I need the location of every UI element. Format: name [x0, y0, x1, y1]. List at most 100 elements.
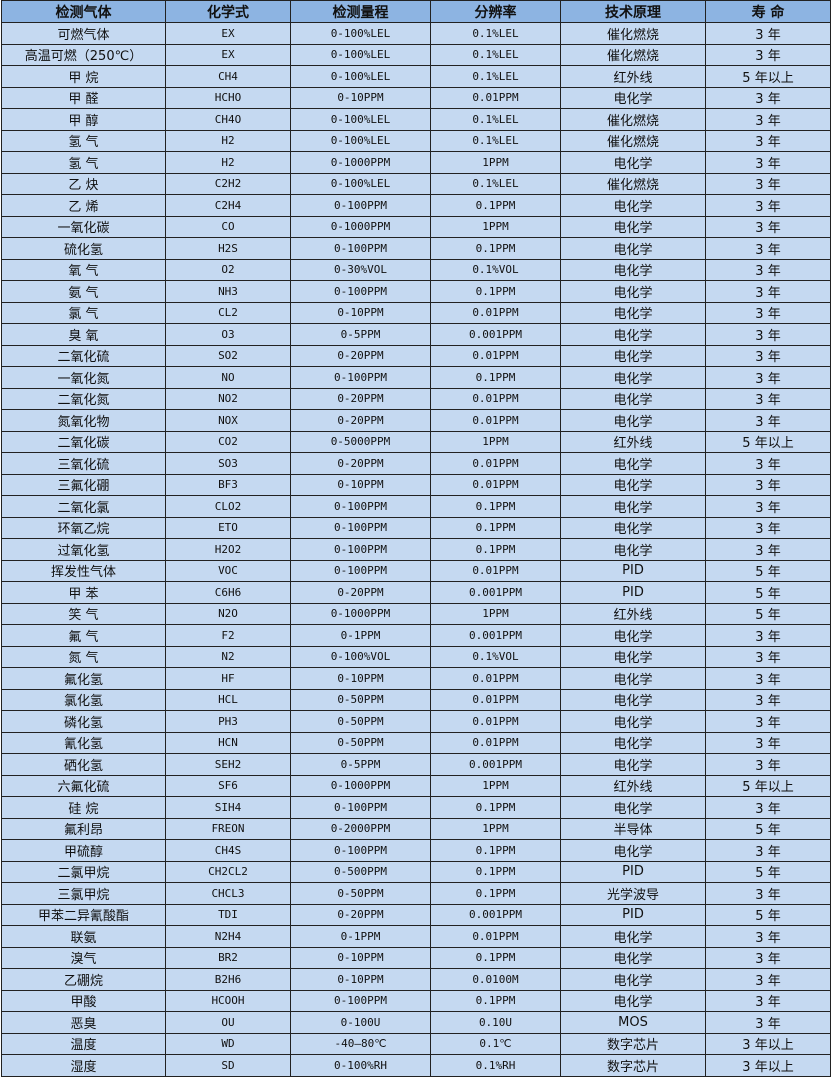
cell-gas: 臭 氧	[1, 323, 166, 346]
cell-formula: NO	[165, 366, 291, 389]
cell-principle: 电化学	[560, 667, 706, 690]
cell-resolution: 0.1%LEL	[430, 108, 561, 131]
table-row: 氰化氢 HCN 0-50PPM 0.01PPM 电化学 3 年	[1, 731, 831, 754]
cell-lifespan: 5 年	[705, 581, 831, 604]
cell-resolution: 0.1PPM	[430, 882, 561, 905]
cell-gas: 甲 苯	[1, 581, 166, 604]
cell-resolution: 0.01PPM	[430, 452, 561, 475]
table-row: 甲苯二异氰酸酯 TDI 0-20PPM 0.001PPM PID 5 年	[1, 903, 831, 926]
cell-lifespan: 3 年以上	[705, 1032, 831, 1055]
cell-gas: 氮 气	[1, 645, 166, 668]
cell-lifespan: 3 年	[705, 344, 831, 367]
cell-range: 0-100%VOL	[290, 645, 431, 668]
cell-principle: 电化学	[560, 753, 706, 776]
cell-range: 0-100%LEL	[290, 22, 431, 45]
cell-range: 0-20PPM	[290, 344, 431, 367]
table-row: 高温可燃（250℃） EX 0-100%LEL 0.1%LEL 催化燃烧 3 年	[1, 43, 831, 66]
cell-formula: BR2	[165, 946, 291, 969]
cell-range: 0-100%LEL	[290, 108, 431, 131]
cell-lifespan: 3 年	[705, 86, 831, 109]
cell-resolution: 0.1%LEL	[430, 65, 561, 88]
cell-principle: 数字芯片	[560, 1054, 706, 1077]
header-range: 检测量程	[290, 0, 431, 23]
cell-resolution: 0.01PPM	[430, 731, 561, 754]
cell-formula: BF3	[165, 473, 291, 496]
cell-gas: 二氯甲烷	[1, 860, 166, 883]
cell-formula: HCHO	[165, 86, 291, 109]
cell-resolution: 0.1℃	[430, 1032, 561, 1055]
cell-formula: C6H6	[165, 581, 291, 604]
cell-lifespan: 3 年	[705, 301, 831, 324]
cell-resolution: 0.1%LEL	[430, 22, 561, 45]
cell-principle: 催化燃烧	[560, 172, 706, 195]
cell-resolution: 0.1%LEL	[430, 172, 561, 195]
cell-range: 0-1000PPM	[290, 215, 431, 238]
cell-formula: OU	[165, 1011, 291, 1034]
cell-gas: 二氧化氯	[1, 495, 166, 518]
table-row: 氧 气 O2 0-30%VOL 0.1%VOL 电化学 3 年	[1, 258, 831, 281]
cell-formula: HCOOH	[165, 989, 291, 1012]
cell-lifespan: 3 年	[705, 280, 831, 303]
cell-range: 0-100PPM	[290, 237, 431, 260]
cell-gas: 笑 气	[1, 602, 166, 625]
cell-gas: 甲酸	[1, 989, 166, 1012]
table-row: 氟 气 F2 0-1PPM 0.001PPM 电化学 3 年	[1, 624, 831, 647]
cell-lifespan: 3 年	[705, 452, 831, 475]
cell-gas: 乙 烯	[1, 194, 166, 217]
table-row: 氮氧化物 NOX 0-20PPM 0.01PPM 电化学 3 年	[1, 409, 831, 432]
cell-formula: SIH4	[165, 796, 291, 819]
cell-gas: 氟利昂	[1, 817, 166, 840]
cell-lifespan: 3 年	[705, 194, 831, 217]
header-resolution: 分辨率	[430, 0, 561, 23]
cell-lifespan: 3 年	[705, 946, 831, 969]
cell-principle: 电化学	[560, 946, 706, 969]
cell-range: 0-100PPM	[290, 559, 431, 582]
table-row: 环氧乙烷 ETO 0-100PPM 0.1PPM 电化学 3 年	[1, 516, 831, 539]
cell-formula: ETO	[165, 516, 291, 539]
cell-range: 0-100%RH	[290, 1054, 431, 1077]
cell-resolution: 1PPM	[430, 215, 561, 238]
cell-lifespan: 3 年	[705, 495, 831, 518]
cell-gas: 挥发性气体	[1, 559, 166, 582]
cell-range: 0-100U	[290, 1011, 431, 1034]
cell-range: 0-2000PPM	[290, 817, 431, 840]
cell-principle: 电化学	[560, 968, 706, 991]
cell-lifespan: 3 年	[705, 366, 831, 389]
table-row: 硒化氢 SEH2 0-5PPM 0.001PPM 电化学 3 年	[1, 753, 831, 776]
table-row: 二氧化氮 NO2 0-20PPM 0.01PPM 电化学 3 年	[1, 387, 831, 410]
cell-formula: C2H2	[165, 172, 291, 195]
cell-range: 0-100PPM	[290, 538, 431, 561]
cell-principle: 电化学	[560, 280, 706, 303]
cell-principle: 催化燃烧	[560, 43, 706, 66]
table-row: 甲 醇 CH4O 0-100%LEL 0.1%LEL 催化燃烧 3 年	[1, 108, 831, 131]
table-row: 氟化氢 HF 0-10PPM 0.01PPM 电化学 3 年	[1, 667, 831, 690]
cell-principle: 电化学	[560, 495, 706, 518]
cell-principle: 电化学	[560, 86, 706, 109]
cell-resolution: 0.1PPM	[430, 495, 561, 518]
cell-range: 0-100PPM	[290, 495, 431, 518]
table-row: 联氨 N2H4 0-1PPM 0.01PPM 电化学 3 年	[1, 925, 831, 948]
table-row: 臭 氧 O3 0-5PPM 0.001PPM 电化学 3 年	[1, 323, 831, 346]
cell-range: 0-100%LEL	[290, 43, 431, 66]
header-row: 检测气体 化学式 检测量程 分辨率 技术原理 寿 命	[1, 0, 831, 23]
cell-gas: 过氧化氢	[1, 538, 166, 561]
cell-principle: 电化学	[560, 925, 706, 948]
cell-resolution: 0.001PPM	[430, 323, 561, 346]
cell-lifespan: 3 年	[705, 237, 831, 260]
cell-gas: 磷化氢	[1, 710, 166, 733]
cell-gas: 三氟化硼	[1, 473, 166, 496]
cell-range: 0-100PPM	[290, 366, 431, 389]
cell-gas: 联氨	[1, 925, 166, 948]
cell-formula: HCN	[165, 731, 291, 754]
cell-principle: 电化学	[560, 710, 706, 733]
cell-resolution: 0.1PPM	[430, 946, 561, 969]
cell-principle: 电化学	[560, 796, 706, 819]
cell-formula: CH2CL2	[165, 860, 291, 883]
cell-lifespan: 3 年	[705, 753, 831, 776]
cell-gas: 氰化氢	[1, 731, 166, 754]
cell-gas: 甲苯二异氰酸酯	[1, 903, 166, 926]
cell-resolution: 1PPM	[430, 151, 561, 174]
cell-resolution: 0.01PPM	[430, 86, 561, 109]
cell-lifespan: 5 年	[705, 860, 831, 883]
cell-lifespan: 5 年以上	[705, 774, 831, 797]
